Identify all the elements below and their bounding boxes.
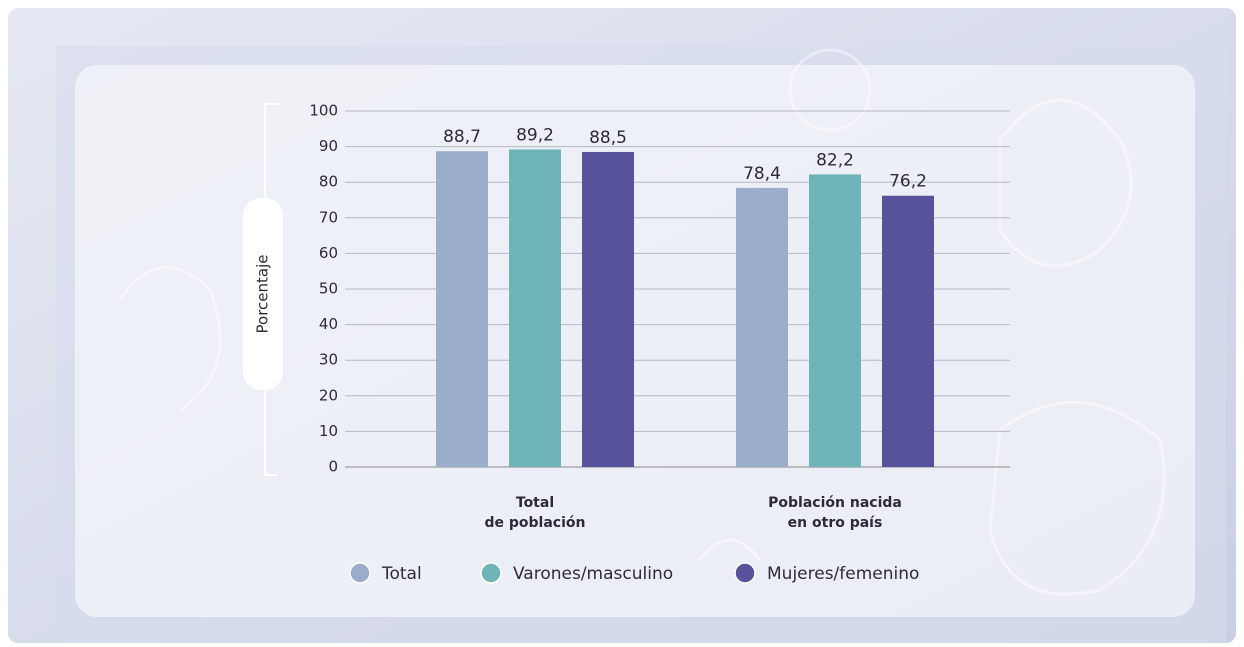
x-tick-label: en otro país	[788, 515, 883, 531]
y-tick-label: 70	[319, 208, 338, 226]
legend-label: Mujeres/femenino	[767, 564, 919, 584]
y-tick-label: 60	[319, 244, 338, 262]
x-tick-label: Población nacida	[768, 495, 902, 511]
y-tick-label: 80	[319, 173, 338, 191]
legend-label: Varones/masculino	[513, 564, 673, 584]
value-label: 78,4	[743, 164, 781, 184]
y-axis-label: Porcentaje	[254, 255, 272, 334]
y-tick-label: 50	[319, 280, 338, 298]
bar	[436, 151, 488, 467]
y-tick-label: 10	[319, 422, 338, 440]
y-tick-label: 90	[319, 137, 338, 155]
y-tick-label: 100	[309, 102, 338, 120]
value-label: 89,2	[516, 125, 554, 145]
x-tick-label: de población	[485, 515, 586, 531]
y-tick-label: 20	[319, 386, 338, 404]
value-label: 88,5	[589, 128, 627, 148]
x-tick-label: Total	[516, 495, 554, 511]
bar	[882, 196, 934, 467]
value-label: 76,2	[889, 172, 927, 192]
bar	[582, 152, 634, 467]
y-tick-label: 40	[319, 315, 338, 333]
value-label: 82,2	[816, 150, 854, 170]
chart: Porcentaje 0 10 20 30 40 50 60 70 80 90 100 Total de…	[0, 0, 1244, 643]
legend-marker	[350, 563, 370, 583]
bar	[809, 174, 861, 467]
legend-marker	[481, 563, 501, 583]
value-label: 88,7	[443, 127, 481, 147]
legend-marker	[735, 563, 755, 583]
bar	[509, 149, 561, 467]
bar	[736, 188, 788, 467]
legend-label: Total	[381, 564, 422, 584]
y-tick-label: 30	[319, 351, 338, 369]
y-tick-label: 0	[328, 458, 338, 476]
